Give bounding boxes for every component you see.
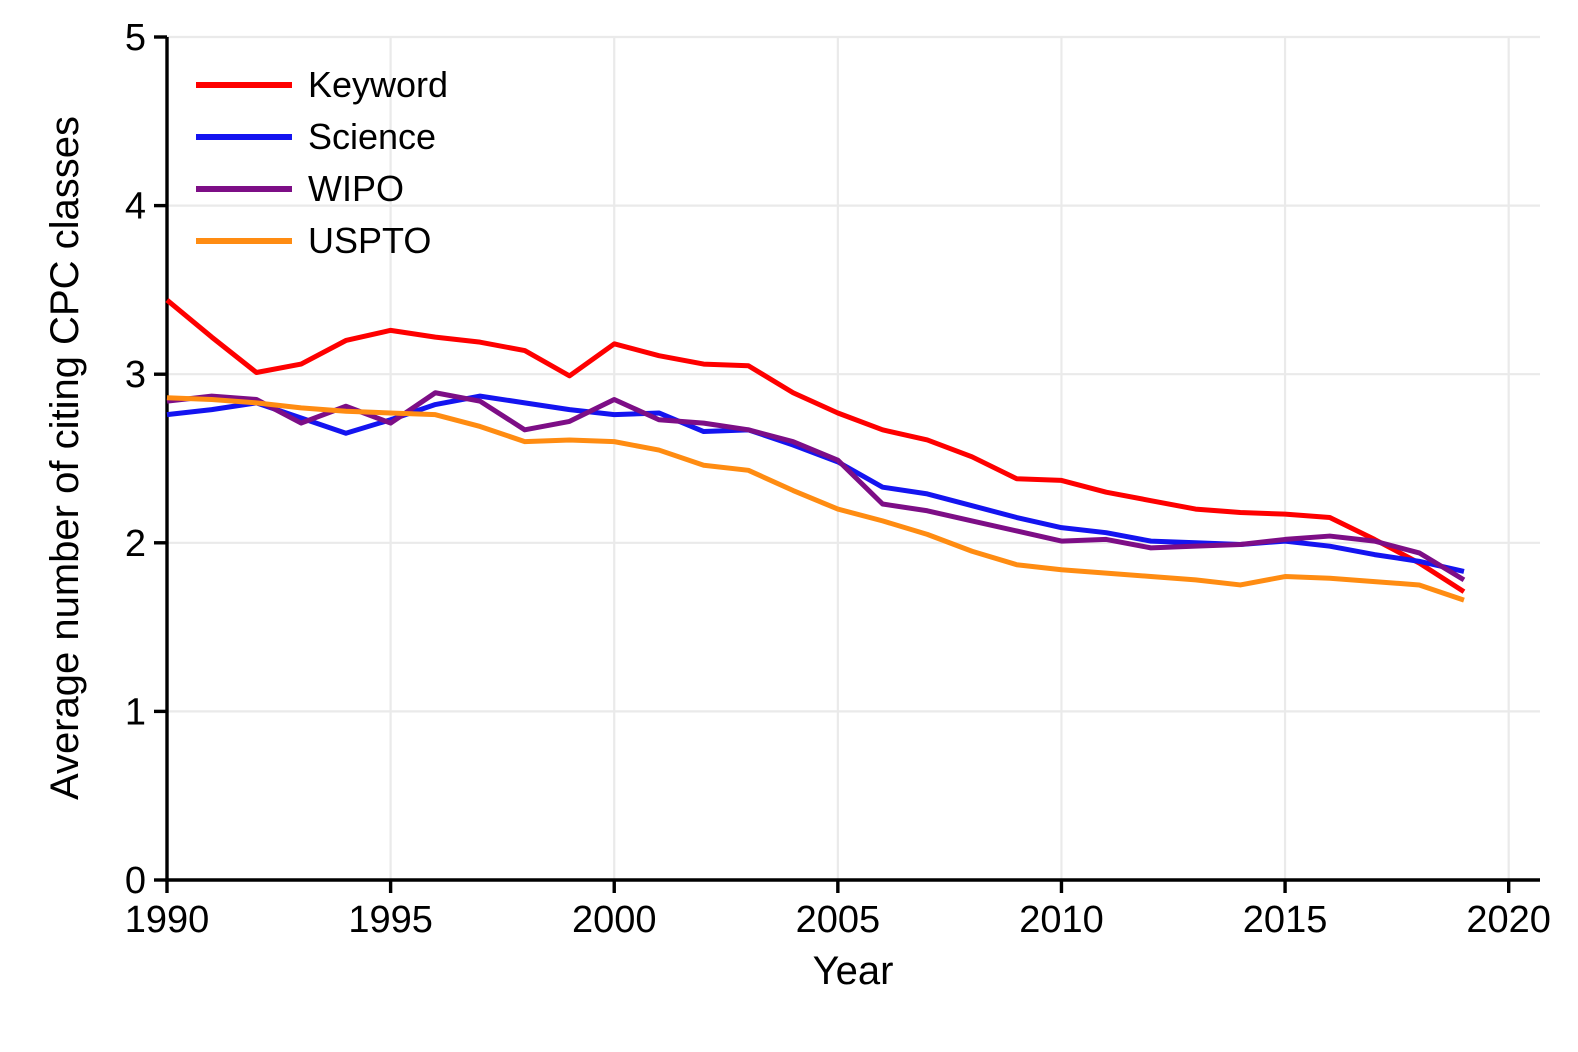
legend-label-wipo: WIPO bbox=[308, 168, 404, 209]
y-axis-title: Average number of citing CPC classes bbox=[43, 116, 87, 800]
x-tick-label-1990: 1990 bbox=[125, 899, 210, 941]
x-tick-label-2000: 2000 bbox=[572, 899, 657, 941]
series-line-keyword bbox=[165, 298, 1466, 594]
x-tick-label-2005: 2005 bbox=[796, 899, 881, 941]
y-tick-label-1: 1 bbox=[125, 691, 146, 733]
axes: 1990 1995 2000 2005 2010 2015 2020 0 1 2 3 4 5 bbox=[125, 17, 1551, 941]
legend-label-uspto: USPTO bbox=[308, 220, 431, 261]
legend-label-science: Science bbox=[308, 116, 436, 157]
gridlines bbox=[167, 35, 1540, 880]
x-axis-title: Year bbox=[813, 949, 894, 993]
legend-item-wipo: WIPO bbox=[196, 168, 404, 209]
y-tick-label-5: 5 bbox=[125, 17, 146, 59]
y-tick-label-2: 2 bbox=[125, 523, 146, 565]
legend: Keyword Science WIPO USPTO bbox=[196, 64, 448, 261]
legend-label-keyword: Keyword bbox=[308, 64, 448, 105]
series-line-wipo bbox=[166, 390, 1466, 583]
legend-item-keyword: Keyword bbox=[196, 64, 448, 105]
legend-item-uspto: USPTO bbox=[196, 220, 431, 261]
series-line-science bbox=[166, 393, 1465, 574]
y-tick-label-4: 4 bbox=[125, 186, 146, 228]
data-series bbox=[165, 298, 1466, 603]
x-tick-label-2020: 2020 bbox=[1466, 899, 1551, 941]
x-tick-label-2010: 2010 bbox=[1019, 899, 1104, 941]
x-tick-label-2015: 2015 bbox=[1243, 899, 1328, 941]
series-line-uspto bbox=[166, 395, 1465, 603]
y-tick-label-0: 0 bbox=[125, 860, 146, 902]
legend-item-science: Science bbox=[196, 116, 436, 157]
x-tick-label-1995: 1995 bbox=[348, 899, 433, 941]
y-tick-label-3: 3 bbox=[125, 354, 146, 396]
